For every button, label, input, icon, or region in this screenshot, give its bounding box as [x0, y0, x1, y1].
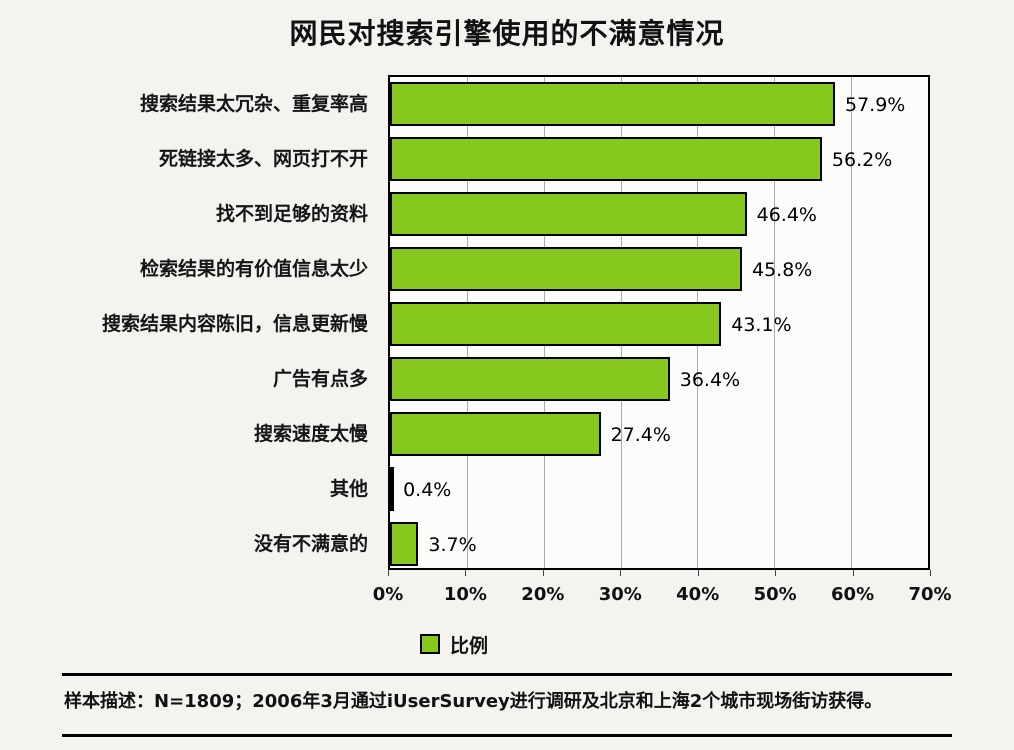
gridline-60 [851, 77, 853, 568]
x-tick-label: 20% [521, 584, 565, 605]
x-tick-label: 50% [753, 584, 797, 605]
bar-row: 36.4% [390, 352, 928, 407]
legend-label: 比例 [450, 634, 489, 657]
bar-2 [390, 192, 747, 236]
bar-1 [390, 137, 822, 181]
category-label: 找不到足够的资料 [215, 203, 368, 225]
bar-value-label: 43.1% [731, 313, 792, 336]
bar-row: 27.4% [390, 407, 928, 462]
bar-8 [390, 522, 419, 566]
category-label: 检索结果的有价值信息太少 [139, 258, 368, 280]
x-tick-mark [388, 570, 389, 576]
bar-value-label: 36.4% [679, 368, 741, 391]
category-label: 搜索速度太慢 [253, 423, 368, 445]
category-label: 搜索结果内容陈旧，信息更新慢 [101, 313, 368, 335]
bar-row: 46.4% [390, 187, 928, 242]
bar-row: 43.1% [390, 297, 928, 352]
x-tick-mark [620, 570, 622, 576]
bar-value-label: 45.8% [752, 258, 813, 281]
x-tick-label: 10% [443, 584, 487, 605]
x-tick-mark [852, 570, 854, 576]
gridline-50 [774, 77, 776, 568]
x-tick-mark [930, 570, 931, 576]
category-label: 没有不满意的 [253, 533, 368, 555]
footer-divider-bottom [62, 734, 952, 737]
category-label: 搜索结果太冗杂、重复率高 [139, 93, 368, 115]
bar-5 [390, 357, 670, 401]
bar-3 [390, 247, 742, 291]
bar-0 [390, 82, 835, 126]
x-tick-mark [775, 570, 777, 576]
category-axis: 搜索结果太冗杂、重复率高死链接太多、网页打不开找不到足够的资料检索结果的有价值信… [0, 75, 380, 570]
x-tick-label: 60% [831, 584, 875, 605]
bar-value-label: 57.9% [845, 93, 906, 116]
bar-row: 45.8% [390, 242, 928, 297]
x-tick-mark [542, 570, 544, 576]
x-axis: 0% 10% 20% 30% 40% 50% 60% 70% [373, 570, 952, 615]
bar-value-label: 0.4% [403, 478, 452, 501]
plot-area: 57.9% 56.2% 46.4% 45.8% 43.1% 36.4% 27.4% 0.4% 3… [388, 75, 930, 570]
x-tick-mark [697, 570, 699, 576]
bar-row: 56.2% [390, 132, 928, 187]
category-label: 死链接太多、网页打不开 [158, 148, 368, 170]
chart-title: 网民对搜索引擎使用的不满意情况 [289, 17, 725, 50]
category-label: 其他 [329, 478, 368, 500]
bar-value-label: 3.7% [428, 533, 477, 556]
bar-row: 3.7% [390, 517, 928, 572]
x-tick-label: 70% [908, 584, 952, 605]
bar-row: 57.9% [390, 77, 928, 132]
bar-value-label: 46.4% [756, 203, 817, 226]
x-tick-mark [465, 570, 467, 576]
bar-7 [390, 467, 394, 511]
legend-swatch-icon [420, 634, 440, 654]
bar-value-label: 56.2% [831, 148, 893, 171]
footer-divider-top [62, 673, 952, 676]
bar-4 [390, 302, 722, 346]
footer-note: 样本描述：N=1809；2006年3月通过iUserSurvey进行调研及北京和… [64, 691, 883, 712]
legend: 比例 [420, 632, 489, 657]
x-tick-label: 40% [676, 584, 720, 605]
x-tick-label: 0% [372, 584, 404, 605]
bar-6 [390, 412, 601, 456]
x-tick-label: 30% [598, 584, 642, 605]
category-label: 广告有点多 [272, 368, 368, 390]
bar-row: 0.4% [390, 462, 928, 517]
bar-value-label: 27.4% [610, 423, 671, 446]
